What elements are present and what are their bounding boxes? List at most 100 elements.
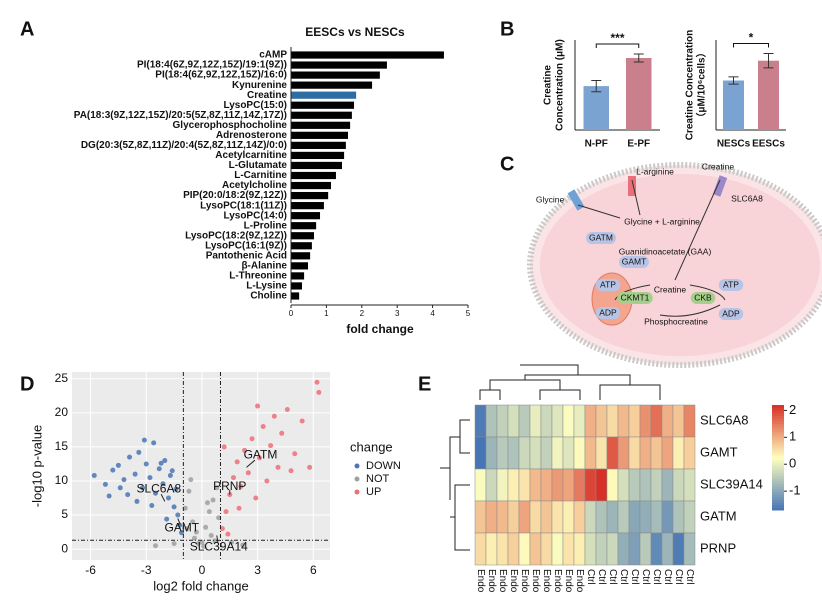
point xyxy=(314,379,320,385)
point xyxy=(279,430,285,436)
y-tick-label: 10 xyxy=(55,473,69,487)
column-label: Endo xyxy=(563,569,574,593)
heatmap-cell xyxy=(606,404,619,438)
bar xyxy=(291,101,355,109)
point xyxy=(143,461,149,467)
panel-label: C xyxy=(500,153,514,175)
point xyxy=(177,522,183,528)
heatmap-cell xyxy=(540,468,553,502)
heatmap-cell xyxy=(496,468,509,502)
y-axis-label: Concentration (μM) xyxy=(555,39,566,131)
x-tick-label: 0 xyxy=(289,309,294,318)
transporter xyxy=(712,175,728,197)
point xyxy=(106,493,112,499)
diagram-label: ATP xyxy=(723,279,739,289)
point xyxy=(156,466,162,472)
y-tick-label: 20 xyxy=(55,405,69,419)
colorbar-step xyxy=(772,410,784,414)
y-tick-label: Choline xyxy=(250,291,287,302)
heatmap-cell xyxy=(661,404,674,438)
bar xyxy=(291,71,380,79)
point xyxy=(132,471,138,477)
heatmap-cell xyxy=(672,404,685,438)
column-label: Ctrl xyxy=(684,569,695,585)
heatmap-cell xyxy=(628,468,641,502)
point xyxy=(186,488,192,494)
heatmap-cell xyxy=(474,436,487,470)
heatmap-cell xyxy=(672,500,685,534)
transporter xyxy=(628,176,636,196)
colorbar-step xyxy=(772,444,784,448)
point xyxy=(242,447,248,453)
colorbar-step xyxy=(772,436,784,440)
point xyxy=(208,532,214,538)
diagram-label: ADP xyxy=(599,307,617,317)
point xyxy=(240,542,246,548)
point xyxy=(195,541,201,547)
heatmap-cell xyxy=(529,500,542,534)
heatmap-cell xyxy=(474,532,487,566)
heatmap-cell xyxy=(573,468,586,502)
colorbar-step xyxy=(772,483,784,487)
heatmap-cell xyxy=(617,468,630,502)
heatmap-cell xyxy=(639,500,652,534)
point xyxy=(203,524,209,530)
label-pill xyxy=(595,307,621,319)
bar xyxy=(291,222,317,230)
column-label: Ctrl xyxy=(585,569,596,585)
heatmap-cell xyxy=(584,436,597,470)
annotation-leader xyxy=(216,535,219,543)
point xyxy=(284,406,290,412)
bar xyxy=(291,61,387,69)
row-label: GAMT xyxy=(700,444,738,459)
colorbar-step xyxy=(772,441,784,445)
y-tick-label: β-Alanine xyxy=(241,261,287,272)
point xyxy=(134,498,140,504)
heatmap-cell xyxy=(584,532,597,566)
colorbar-step xyxy=(772,420,784,424)
colorbar-step xyxy=(772,478,784,482)
cell-diagram xyxy=(527,162,822,368)
heatmap-cell xyxy=(551,436,564,470)
x-tick-label: 4 xyxy=(430,309,435,318)
heatmap-cell xyxy=(584,500,597,534)
bar xyxy=(291,111,352,119)
point xyxy=(292,451,298,457)
heatmap-cell xyxy=(639,532,652,566)
heatmap-cell xyxy=(562,436,575,470)
annotation-leader xyxy=(246,459,256,468)
point xyxy=(206,509,212,515)
y-tick-label: L-Threonine xyxy=(229,271,287,282)
colorbar-step xyxy=(772,489,784,493)
heatmap-cell xyxy=(628,500,641,534)
y-axis-label: Creatine Concentration xyxy=(685,30,696,141)
point xyxy=(253,495,259,501)
colorbar-step xyxy=(772,428,784,432)
heatmap-cell xyxy=(661,500,674,534)
heatmap-cell xyxy=(540,436,553,470)
point xyxy=(260,423,266,429)
point xyxy=(221,444,227,450)
y-tick-label: Pantothenic Acid xyxy=(206,250,287,261)
colorbar-step xyxy=(772,486,784,490)
column-label: Endo xyxy=(574,569,585,593)
heatmap-cell xyxy=(683,468,696,502)
point xyxy=(201,543,207,549)
x-tick-label: -3 xyxy=(141,563,152,577)
heatmap-cell xyxy=(507,436,520,470)
point xyxy=(219,526,225,532)
chart-title: EESCs vs NESCs xyxy=(305,25,405,39)
point xyxy=(316,389,322,395)
point xyxy=(117,485,123,491)
colorbar-step xyxy=(772,499,784,503)
panel-label: B xyxy=(500,18,514,40)
y-tick-label: LysoPC(16:1(9Z)) xyxy=(205,240,287,251)
diagram-label: Glycine xyxy=(536,194,565,204)
diagram-label: L-arginine xyxy=(636,166,674,176)
error-bar xyxy=(633,53,644,63)
legend-label: UP xyxy=(366,486,381,498)
heatmap-cell xyxy=(617,404,630,438)
diagram-label: Creatine xyxy=(702,161,734,171)
heatmap-cell xyxy=(639,468,652,502)
